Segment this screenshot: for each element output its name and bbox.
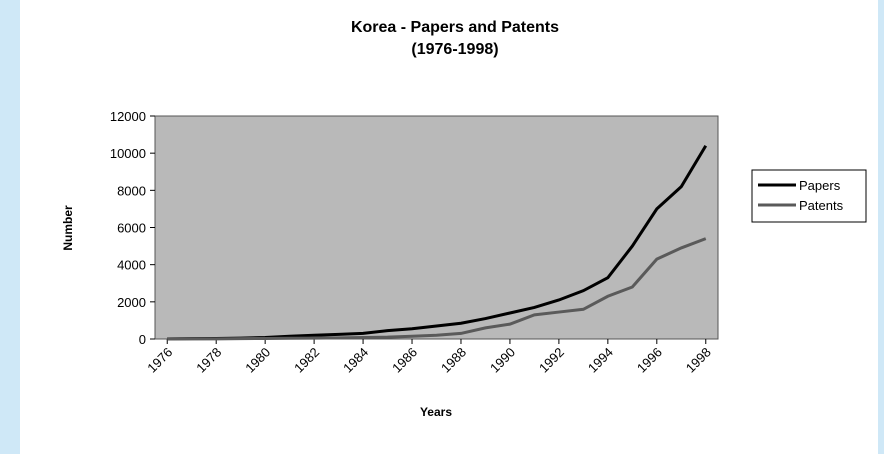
- y-tick-label: 12000: [110, 109, 146, 124]
- y-tick-label: 6000: [117, 221, 146, 236]
- y-tick-label: 4000: [117, 258, 146, 273]
- plot-area: [154, 115, 719, 340]
- series-line: [167, 237, 707, 341]
- x-axis-label: Years: [420, 405, 452, 419]
- chart-title: Korea - Papers and Patents: [351, 19, 559, 36]
- legend-label: Patents: [799, 198, 844, 213]
- legend: [751, 169, 867, 223]
- y-axis-label: Number: [61, 205, 75, 251]
- chart-subtitle: (1976-1998): [411, 41, 498, 58]
- y-tick-label: 10000: [110, 146, 146, 161]
- y-tick-label: 2000: [117, 295, 146, 310]
- y-tick-label: 8000: [117, 183, 146, 198]
- legend-label: Papers: [799, 178, 841, 193]
- y-tick-label: 0: [139, 332, 146, 347]
